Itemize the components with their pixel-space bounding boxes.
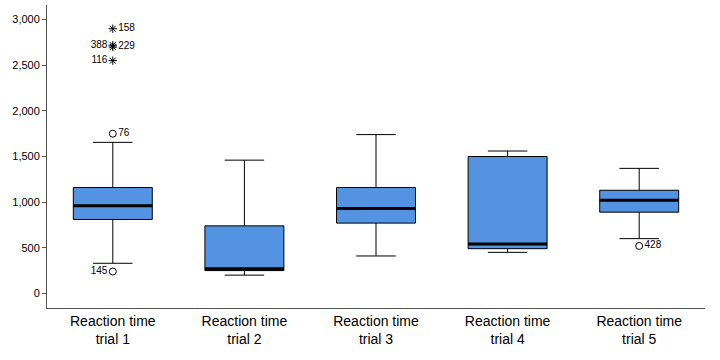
svg-text:Reaction timetrial 4: Reaction timetrial 4 xyxy=(465,313,551,347)
svg-text:0: 0 xyxy=(34,287,40,299)
svg-text:229: 229 xyxy=(118,40,135,51)
svg-text:428: 428 xyxy=(645,239,662,250)
svg-text:1,500: 1,500 xyxy=(12,150,40,162)
svg-text:158: 158 xyxy=(118,22,135,33)
svg-text:Reaction timetrial 2: Reaction timetrial 2 xyxy=(202,313,288,347)
svg-text:Reaction timetrial 3: Reaction timetrial 3 xyxy=(333,313,419,347)
svg-text:2,500: 2,500 xyxy=(12,59,40,71)
svg-text:145: 145 xyxy=(91,265,108,276)
svg-text:76: 76 xyxy=(118,127,130,138)
svg-text:1,000: 1,000 xyxy=(12,196,40,208)
svg-text:Reaction timetrial 5: Reaction timetrial 5 xyxy=(596,313,682,347)
svg-text:116: 116 xyxy=(91,54,107,65)
svg-text:Reaction timetrial 1: Reaction timetrial 1 xyxy=(70,313,156,347)
svg-text:2,000: 2,000 xyxy=(12,105,40,117)
svg-text:500: 500 xyxy=(21,242,39,254)
svg-text:388: 388 xyxy=(91,39,108,50)
svg-text:3,000: 3,000 xyxy=(12,13,40,25)
